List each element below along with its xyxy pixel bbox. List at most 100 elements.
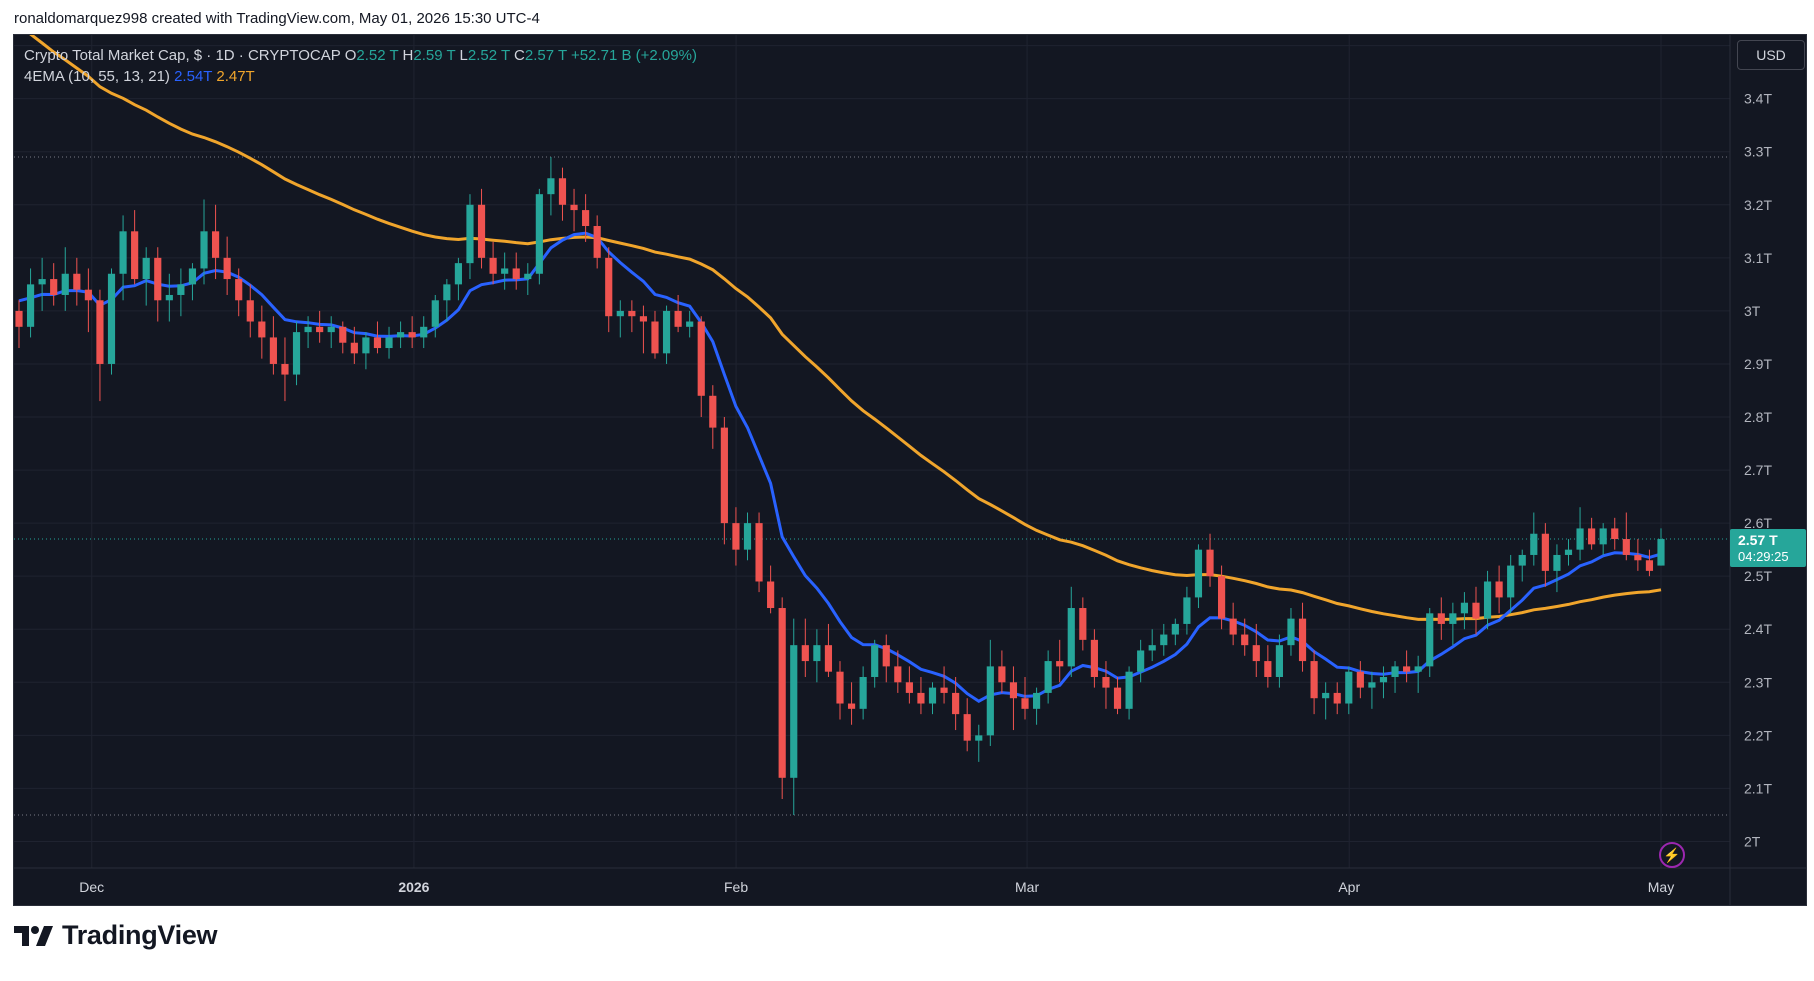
candle-body (477, 204, 486, 258)
symbol-legend-row[interactable]: Crypto Total Market Cap, $ · 1D · CRYPTO… (24, 45, 697, 66)
tradingview-logo[interactable]: TradingView (14, 919, 218, 950)
candle (154, 247, 162, 322)
candle-body (281, 363, 289, 375)
candle (917, 676, 925, 715)
candle-body (154, 257, 162, 301)
candle (986, 639, 994, 746)
candle-body (1483, 581, 1492, 619)
candle-body (767, 581, 775, 609)
candle (1241, 618, 1249, 656)
candle-body (454, 263, 462, 285)
candle-body (1044, 661, 1052, 693)
candle-body (593, 226, 601, 258)
candle-body (755, 523, 763, 582)
candle-body (1229, 618, 1237, 635)
ema55-value: 2.47T (216, 68, 255, 85)
candle-body (1518, 554, 1526, 566)
chart-credit-text: ronaldomarquez998 created with TradingVi… (14, 10, 540, 27)
candle (1183, 586, 1191, 635)
candle (1194, 544, 1203, 609)
candle-body (605, 257, 613, 317)
x-tick-label: Apr (1338, 879, 1360, 895)
low-value: 2.52 T (467, 47, 510, 64)
candle-body (501, 268, 509, 274)
candle-body (1137, 650, 1145, 672)
candle-body (292, 332, 301, 375)
candle (813, 629, 821, 683)
candle (304, 316, 312, 349)
candle (882, 634, 890, 683)
candle (1437, 597, 1445, 640)
candle-body (1379, 676, 1388, 683)
candle (1206, 533, 1214, 587)
currency-button[interactable]: USD (1737, 40, 1805, 70)
candle (385, 326, 393, 359)
candle (142, 247, 150, 306)
candle-body (1183, 597, 1191, 624)
candle (1229, 602, 1237, 646)
x-tick-label: Feb (724, 879, 748, 895)
candle (61, 247, 69, 311)
candle (119, 215, 127, 301)
candle-body (1495, 581, 1503, 598)
candle-body (119, 231, 127, 274)
lightning-icon[interactable]: ⚡ (1659, 842, 1685, 868)
candle (1379, 666, 1388, 699)
candle-body (628, 310, 636, 317)
x-tick-label: Dec (79, 879, 104, 895)
close-value: 2.57 T (524, 47, 567, 64)
candle (801, 618, 809, 677)
y-tick-label: 2.2T (1744, 727, 1772, 743)
candle-body (570, 204, 578, 211)
chart-panel[interactable]: 2T 2.1T 2.2T 2.3T 2.4T 2.5T 2.6T 2.7T 2.8T 2.9T 3T… (13, 34, 1807, 906)
candle-body (778, 608, 786, 778)
candle (1599, 523, 1607, 555)
candle-body (1588, 528, 1596, 545)
candle-body (431, 300, 439, 327)
symbol-title[interactable]: Crypto Total Market Cap, $ · 1D · CRYPTO… (24, 47, 341, 64)
candle (1171, 618, 1179, 646)
candle-body (743, 523, 752, 550)
candle (1460, 592, 1469, 630)
chart-legend: Crypto Total Market Cap, $ · 1D · CRYPTO… (24, 45, 697, 87)
indicator-title[interactable]: 4EMA (10, 55, 13, 21) (24, 68, 170, 85)
candle (26, 268, 35, 338)
candle-body (813, 645, 821, 662)
candle (720, 417, 728, 545)
candle (871, 639, 879, 688)
candle-body (871, 645, 879, 677)
candle-body (1333, 692, 1341, 704)
y-tick-label: 2.6T (1744, 515, 1772, 531)
candle-body (558, 178, 567, 205)
candle (824, 623, 833, 677)
indicator-legend-row[interactable]: 4EMA (10, 55, 13, 21) 2.54T 2.47T (24, 66, 697, 87)
candle-body (524, 273, 532, 280)
candle-body (1437, 613, 1445, 624)
candle (1056, 639, 1064, 683)
candlestick-chart[interactable]: 2T 2.1T 2.2T 2.3T 2.4T 2.5T 2.6T 2.7T 2.8T 2.9T 3T… (14, 35, 1806, 905)
candle-body (639, 316, 648, 322)
brand-name: TradingView (62, 919, 218, 950)
y-tick-label: 2.9T (1744, 356, 1772, 372)
candle-body (1310, 661, 1318, 699)
candle-body (38, 279, 46, 285)
candle-body (420, 326, 428, 338)
candle (466, 194, 474, 280)
candle (1009, 666, 1018, 731)
candle (1483, 570, 1492, 630)
candle-body (732, 523, 740, 550)
candle (778, 597, 786, 800)
candle (1356, 661, 1364, 699)
candle-body (1067, 608, 1075, 667)
y-tick-label: 3.1T (1744, 250, 1772, 266)
candle (84, 268, 92, 333)
candle-body (836, 671, 844, 704)
candle (211, 204, 220, 280)
candle-body (547, 178, 555, 195)
candle-body (350, 342, 358, 354)
candle (1518, 549, 1526, 582)
candle (605, 247, 613, 333)
candle-body (339, 326, 347, 343)
open-label: O (344, 47, 357, 64)
candle-body (1090, 639, 1098, 677)
